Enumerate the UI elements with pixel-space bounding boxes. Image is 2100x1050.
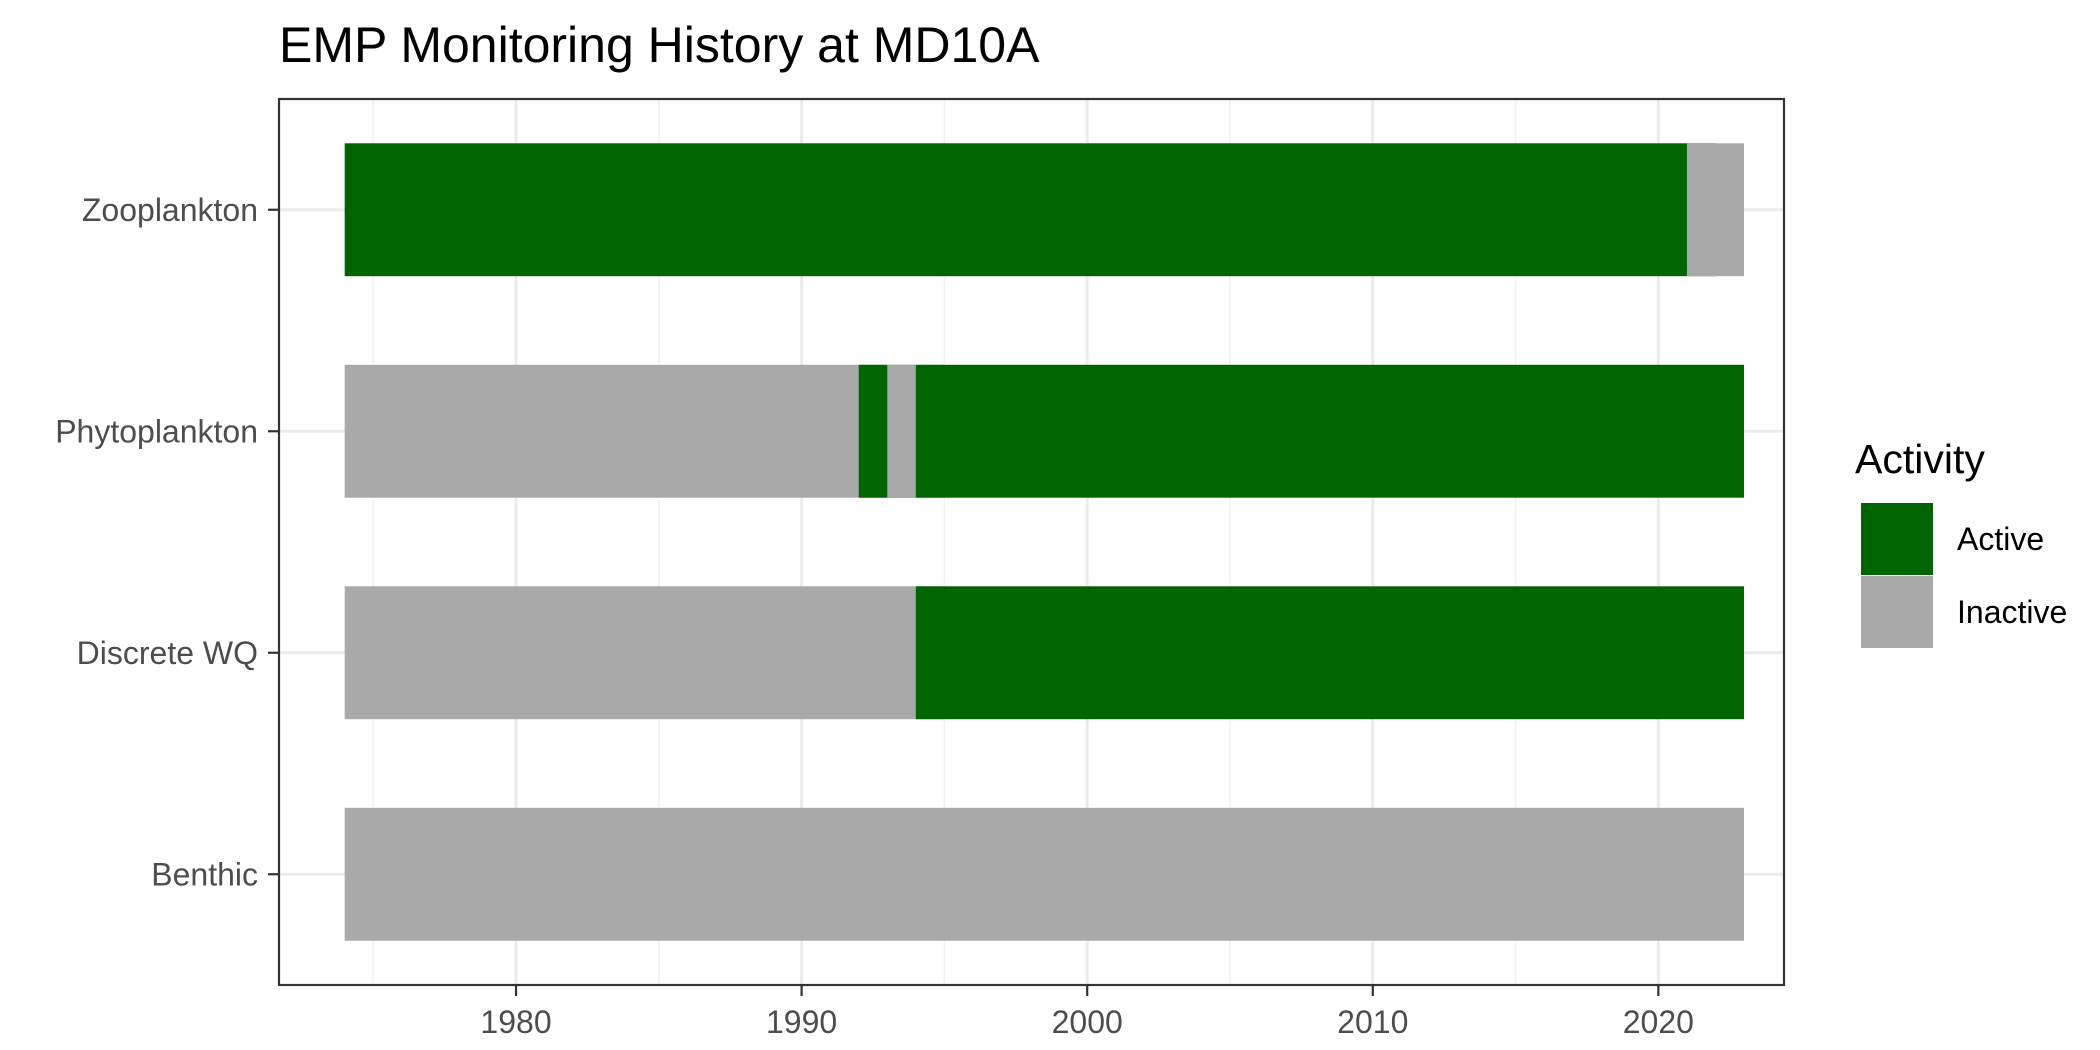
x-tick-label: 2020: [1623, 1004, 1694, 1040]
bars: [344, 143, 1745, 941]
legend-key-active: [1861, 503, 1933, 575]
bar-segment-active: [344, 143, 1716, 277]
legend: Activity Active Inactive: [1855, 436, 2067, 648]
plot-border: [277, 97, 1786, 987]
legend-label-inactive: Inactive: [1957, 594, 2067, 630]
y-tick-label: Phytoplankton: [55, 413, 258, 449]
x-tick-label: 2010: [1337, 1004, 1408, 1040]
y-tick-label: Zooplankton: [82, 192, 258, 228]
x-tick-label: 1990: [766, 1004, 837, 1040]
y-tick-label: Benthic: [151, 856, 258, 892]
y-tick-label: Discrete WQ: [77, 635, 258, 671]
chart-title: EMP Monitoring History at MD10A: [279, 17, 1040, 73]
bar-segment-inactive: [1686, 143, 1745, 277]
x-tick-label: 2000: [1052, 1004, 1123, 1040]
x-tick-label: 1980: [480, 1004, 551, 1040]
y-axis: Zooplankton Phytoplankton Discrete WQ Benth…: [55, 192, 279, 892]
bar-segment-inactive: [344, 586, 945, 720]
bar-segment-active: [915, 364, 1745, 498]
legend-label-active: Active: [1957, 521, 2044, 557]
bar-segment-active: [915, 586, 1745, 720]
bar-segment-inactive: [344, 364, 888, 498]
x-axis: 1980 1990 2000 2010 2020: [480, 985, 1694, 1040]
bar-segment-inactive: [344, 807, 1745, 941]
legend-title: Activity: [1855, 436, 1985, 482]
legend-key-inactive: [1861, 576, 1933, 648]
